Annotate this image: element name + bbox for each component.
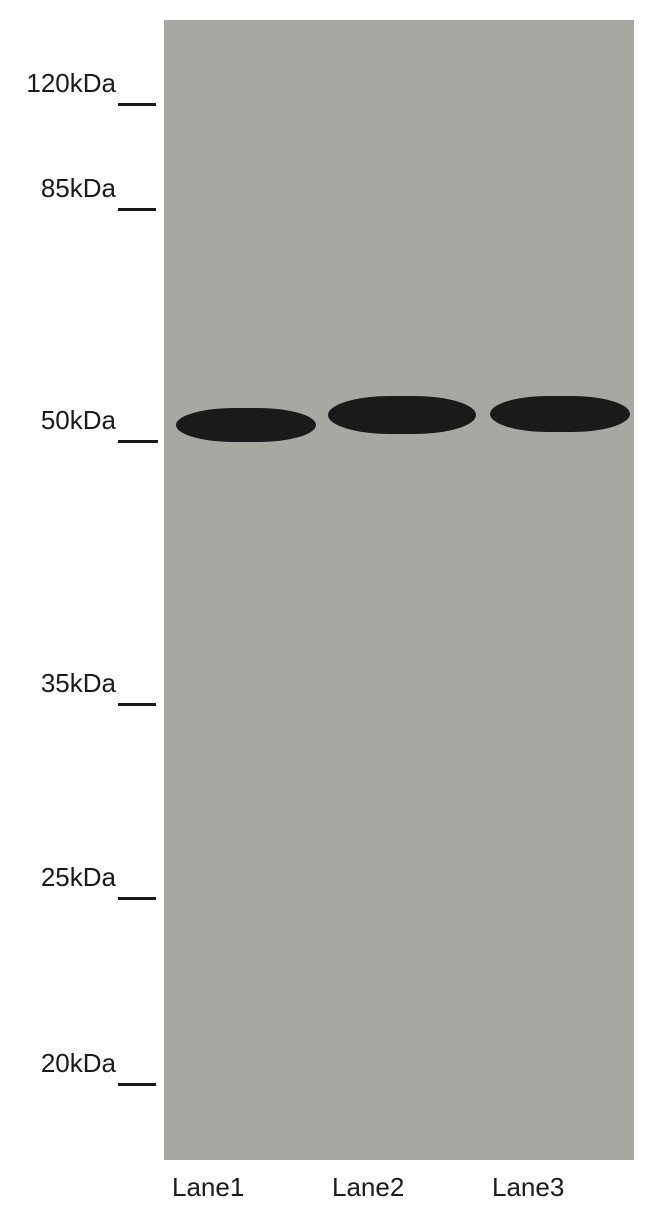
marker-tick-25 — [118, 897, 156, 900]
marker-tick-50 — [118, 440, 158, 443]
western-blot-figure: 120kDa 85kDa 50kDa 35kDa 25kDa 20kDa Lan… — [0, 0, 650, 1217]
marker-label-35: 35kDa — [16, 668, 116, 699]
marker-label-85: 85kDa — [16, 173, 116, 204]
marker-label-120: 120kDa — [16, 68, 116, 99]
marker-tick-20 — [118, 1083, 156, 1086]
band-lane3 — [490, 396, 630, 432]
marker-label-20: 20kDa — [16, 1048, 116, 1079]
lane-label-3: Lane3 — [492, 1172, 564, 1203]
marker-label-25: 25kDa — [16, 862, 116, 893]
marker-tick-35 — [118, 703, 156, 706]
lane-label-1: Lane1 — [172, 1172, 244, 1203]
marker-tick-120 — [118, 103, 156, 106]
lane-label-2: Lane2 — [332, 1172, 404, 1203]
band-lane2 — [328, 396, 476, 434]
band-lane1 — [176, 408, 316, 442]
blot-membrane — [164, 20, 634, 1160]
marker-label-50: 50kDa — [16, 405, 116, 436]
marker-tick-85 — [118, 208, 156, 211]
